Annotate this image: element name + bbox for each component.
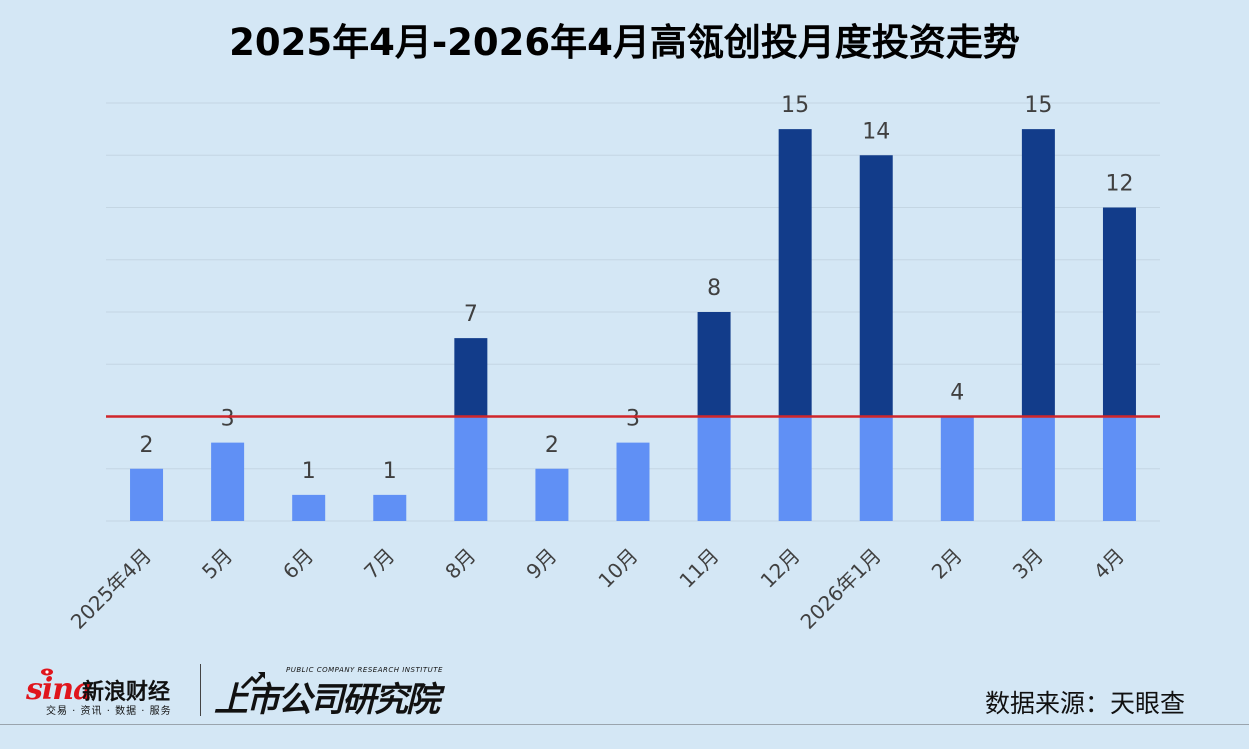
- data-labels: 2 3 1 1 7 2 3 8 15 14 4 15 12: [140, 93, 1134, 484]
- bar-lower-segment: [130, 468, 164, 521]
- x-tick-label: 10月: [593, 544, 642, 593]
- bar-upper-segment: [1102, 207, 1136, 417]
- chart-title: 2025年4月-2026年4月高瓴创投月度投资走势: [229, 21, 1020, 64]
- bar-lower-segment: [859, 416, 893, 521]
- bar-lower-segment: [454, 416, 488, 521]
- data-label: 2: [545, 433, 559, 458]
- sina-tagline: 交易 · 资讯 · 数据 · 服务: [46, 706, 172, 717]
- x-tick-label: 7月: [359, 544, 399, 584]
- x-tick-label: 8月: [440, 544, 480, 584]
- bar-lower-segment: [778, 416, 812, 521]
- data-label: 2: [140, 433, 154, 458]
- data-label: 14: [862, 119, 890, 144]
- data-label: 4: [950, 381, 964, 406]
- data-label: 3: [626, 407, 640, 432]
- sina-finance-name: 新浪财经: [82, 680, 171, 705]
- bar-lower-segment: [616, 442, 650, 521]
- data-label: 1: [302, 459, 316, 484]
- x-tick-label: 4月: [1089, 544, 1129, 584]
- x-tick-label: 3月: [1008, 544, 1048, 584]
- x-tick-label: 5月: [197, 544, 237, 584]
- bar-upper-segment: [778, 129, 812, 417]
- x-tick-label: 2025年4月: [66, 544, 156, 634]
- bars: [130, 129, 1136, 521]
- bar-lower-segment: [1102, 416, 1136, 521]
- data-label: 3: [221, 407, 235, 432]
- institute-english-name: PUBLIC COMPANY RESEARCH INSTITUTE: [286, 666, 443, 674]
- data-label: 7: [464, 302, 478, 327]
- research-institute-logo: PUBLIC COMPANY RESEARCH INSTITUTE 上市公司研究…: [212, 666, 443, 720]
- x-tick-label: 12月: [756, 544, 805, 593]
- data-source: 数据来源：天眼查: [984, 689, 1185, 718]
- bar-lower-segment: [373, 494, 407, 521]
- bar-lower-segment: [211, 442, 245, 521]
- x-tick-label: 6月: [278, 544, 318, 584]
- data-label: 12: [1105, 172, 1133, 197]
- x-tick-label: 2月: [927, 544, 967, 584]
- data-label: 15: [781, 93, 809, 118]
- x-tick-label: 9月: [521, 544, 561, 584]
- data-label: 15: [1024, 93, 1052, 118]
- bar-upper-segment: [697, 312, 731, 417]
- footer-divider: [0, 724, 1249, 725]
- data-label: 1: [383, 459, 397, 484]
- bar-upper-segment: [454, 338, 488, 417]
- bar-lower-segment: [697, 416, 731, 521]
- x-tick-label: 2026年1月: [796, 544, 886, 634]
- trend-arrow-icon: [240, 672, 266, 690]
- bar-lower-segment: [292, 494, 326, 521]
- x-tick-label: 11月: [675, 544, 724, 593]
- sina-wordmark: sina: [26, 672, 93, 707]
- institute-chinese-name: 上市公司研究院: [214, 680, 440, 720]
- sina-eye-icon: [41, 668, 53, 676]
- bar-lower-segment: [1021, 416, 1055, 521]
- data-label: 8: [707, 276, 721, 301]
- bar-upper-segment: [1021, 129, 1055, 417]
- bar-chart: 2 3 1 1 7 2 3 8 15 14 4 15 12 2025年4月 5月 6月 7月 8月 9月 10月 11…: [66, 93, 1160, 634]
- bar-lower-segment: [535, 468, 569, 521]
- bar-lower-segment: [940, 416, 974, 521]
- logo-divider: [200, 664, 201, 716]
- bar-upper-segment: [859, 155, 893, 417]
